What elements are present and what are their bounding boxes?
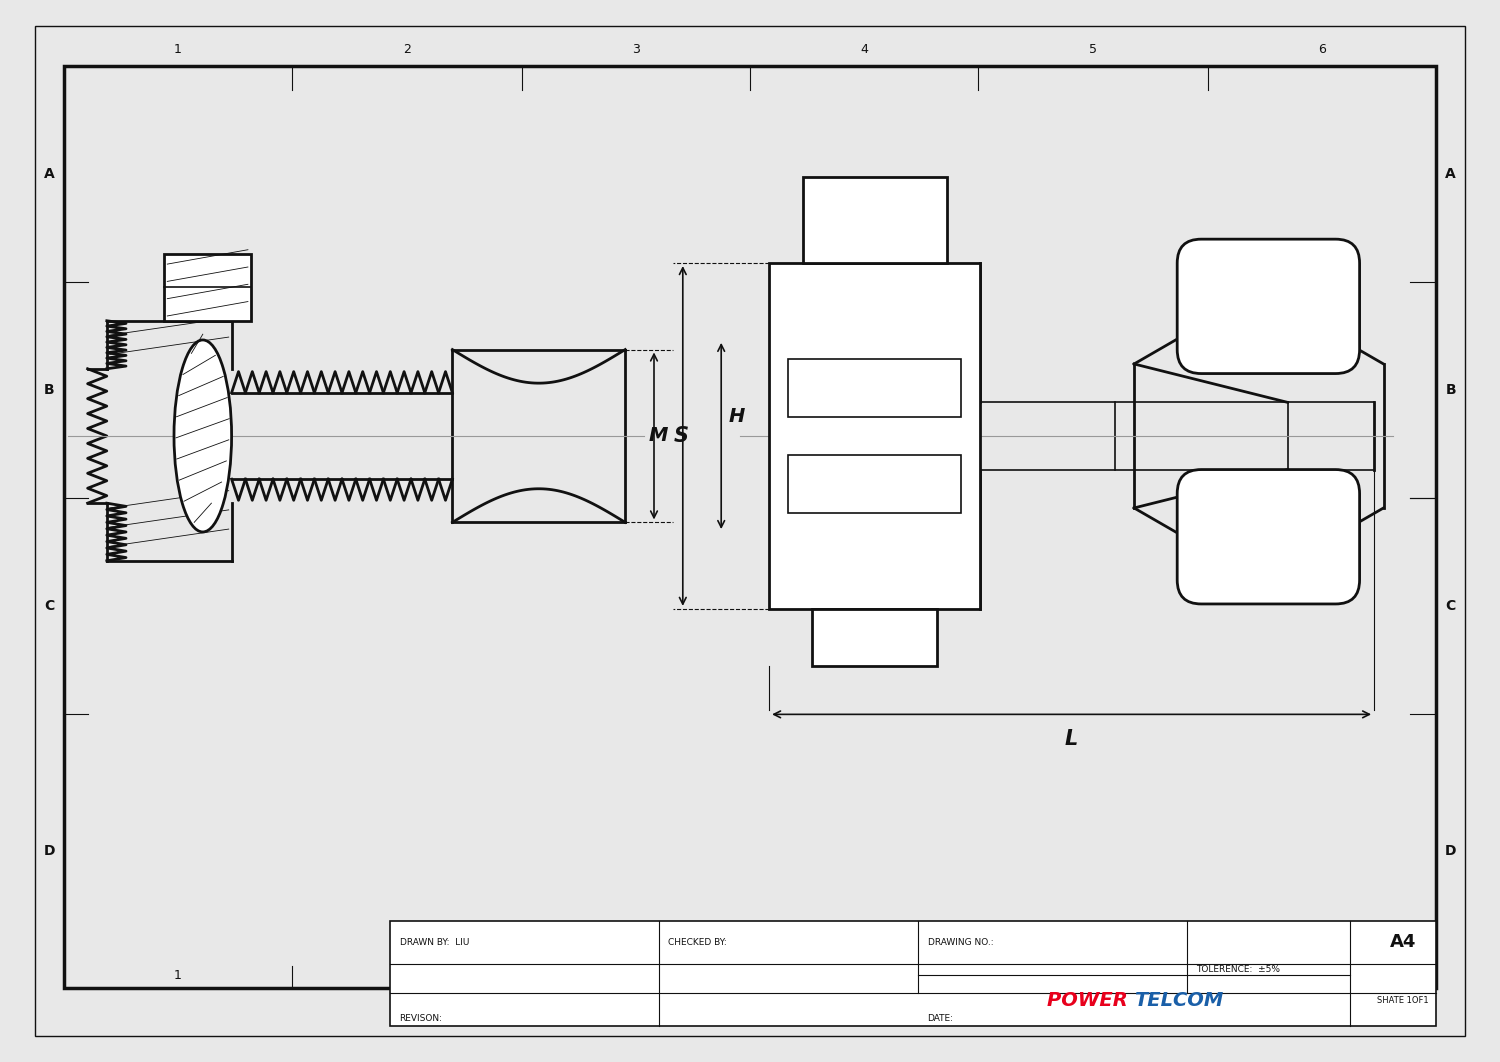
Text: 1: 1 (174, 42, 182, 55)
Text: 2: 2 (404, 969, 411, 982)
Text: DATE:: DATE: (927, 1013, 954, 1023)
Text: C: C (1446, 599, 1456, 614)
Text: 3: 3 (632, 969, 639, 982)
Text: H: H (729, 407, 746, 426)
Text: 6: 6 (1318, 969, 1326, 982)
Text: D: D (1444, 844, 1456, 858)
Text: SHATE 1OF1: SHATE 1OF1 (1377, 996, 1428, 1006)
FancyBboxPatch shape (1178, 469, 1359, 604)
Text: POWER: POWER (1047, 992, 1134, 1010)
Text: 6: 6 (1318, 42, 1326, 55)
Ellipse shape (174, 340, 231, 532)
Text: B: B (44, 383, 54, 397)
Text: 5: 5 (1089, 969, 1096, 982)
Text: B: B (1446, 383, 1456, 397)
Text: 3: 3 (632, 42, 639, 55)
Text: D: D (44, 844, 55, 858)
Text: REVISON:: REVISON: (399, 1013, 442, 1023)
Text: S: S (674, 426, 688, 446)
Text: CHECKED BY:: CHECKED BY: (669, 938, 728, 947)
Text: TOLERENCE:  ±5%: TOLERENCE: ±5% (1197, 965, 1281, 974)
Text: DRAWING NO.:: DRAWING NO.: (927, 938, 993, 947)
Bar (789, 359, 962, 416)
Text: 2: 2 (404, 42, 411, 55)
Bar (789, 456, 962, 513)
Text: M: M (650, 427, 669, 445)
Bar (770, 263, 981, 609)
FancyBboxPatch shape (1178, 239, 1359, 374)
Text: A4: A4 (1389, 933, 1416, 952)
Bar (165, 254, 250, 321)
Bar (390, 921, 1437, 1026)
Text: 5: 5 (1089, 42, 1096, 55)
Text: 4: 4 (861, 42, 868, 55)
Text: TELCOM: TELCOM (1134, 992, 1224, 1010)
Text: L: L (1065, 729, 1078, 749)
Text: A: A (1446, 168, 1456, 182)
Bar (813, 609, 938, 666)
Text: C: C (44, 599, 54, 614)
Text: 1: 1 (174, 969, 182, 982)
Text: A: A (44, 168, 54, 182)
Text: 4: 4 (861, 969, 868, 982)
Text: DRAWN BY:  LIU: DRAWN BY: LIU (399, 938, 470, 947)
Bar (802, 176, 946, 263)
